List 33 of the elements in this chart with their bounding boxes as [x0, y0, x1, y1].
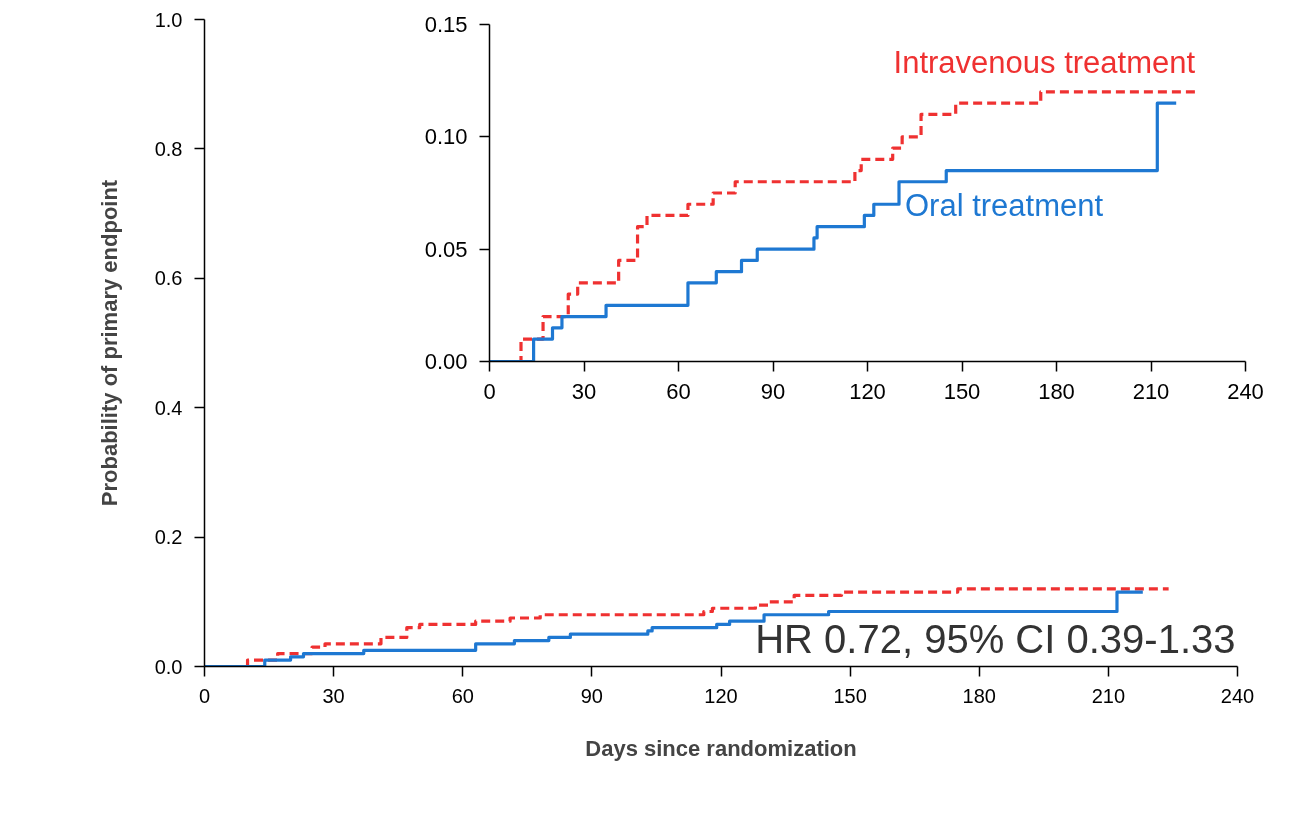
y-tick-label: 1.0 [154, 8, 183, 31]
x-tick-label: 120 [704, 684, 738, 707]
y-axis-title: Probability of primary endpoint [96, 179, 122, 507]
x-tick-label: 180 [962, 684, 996, 707]
x-axis-title: Days since randomization [585, 735, 857, 761]
x-tick-label: 0 [483, 378, 496, 404]
x-tick-label: 210 [1091, 684, 1126, 707]
x-tick-label: 120 [849, 378, 886, 404]
x-tick-label: 210 [1132, 378, 1170, 404]
y-tick-label: 0.10 [424, 124, 468, 150]
x-tick-label: 30 [322, 684, 345, 707]
x-tick-label: 30 [571, 378, 597, 404]
y-tick-label: 0.4 [154, 396, 183, 419]
x-tick-label: 180 [1038, 378, 1075, 404]
x-tick-label: 240 [1220, 684, 1255, 707]
y-tick-label: 0.0 [154, 655, 183, 678]
y-tick-label: 0.05 [424, 236, 468, 262]
y-tick-label: 0.2 [154, 526, 183, 549]
x-tick-label: 90 [580, 684, 603, 707]
x-tick-label: 60 [451, 684, 474, 707]
y-tick-label: 0.8 [154, 137, 183, 160]
x-tick-label: 150 [833, 684, 867, 707]
annotation: HR 0.72, 95% CI 0.39-1.33 [755, 616, 1236, 661]
y-tick-label: 0.6 [154, 267, 183, 290]
x-tick-label: 0 [198, 684, 211, 707]
series-label: Oral treatment [905, 187, 1104, 223]
y-tick-label: 0.00 [424, 349, 468, 374]
x-tick-label: 150 [943, 378, 981, 404]
x-tick-label: 90 [760, 378, 786, 404]
x-tick-label: 240 [1227, 378, 1264, 404]
series-label: Intravenous treatment [893, 44, 1196, 80]
x-tick-label: 60 [666, 378, 691, 404]
y-tick-label: 0.15 [424, 12, 468, 37]
